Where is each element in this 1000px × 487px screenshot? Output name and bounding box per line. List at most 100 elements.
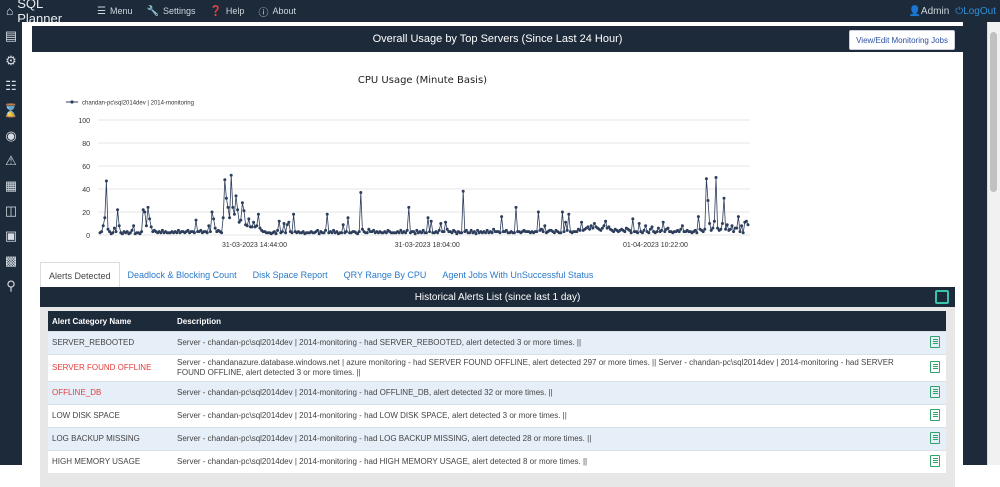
tab-agent-jobs[interactable]: Agent Jobs With UnSuccessful Status	[442, 270, 594, 280]
data-point	[536, 210, 540, 214]
data-point	[332, 228, 336, 232]
hourglass-icon[interactable]: ⌛	[2, 103, 20, 118]
nav-settings-label: Settings	[162, 6, 196, 16]
monitor-eye-icon[interactable]: ◉	[5, 128, 17, 143]
x-tick-label: 01-04-2023 10:22:00	[623, 242, 688, 249]
external-link-icon[interactable]	[935, 290, 949, 304]
view-edit-jobs-button[interactable]: View/Edit Monitoring Jobs	[849, 30, 955, 50]
home-icon: ⌂	[6, 4, 14, 18]
data-point	[149, 225, 153, 229]
top-navbar: ⌂ SQL Planner ☰ Menu 🔧 Settings ❓ Help ⓘ Abo…	[0, 0, 1000, 26]
clipboard-icon[interactable]	[930, 408, 940, 421]
data-point	[301, 230, 305, 234]
data-point	[103, 216, 107, 220]
logout-link[interactable]: ⏻LogOut	[955, 6, 996, 17]
data-point	[317, 232, 321, 236]
data-point	[111, 231, 115, 235]
alerts-title: Historical Alerts List (since last 1 day…	[414, 291, 581, 303]
dashboard-icon[interactable]: ▤	[4, 28, 18, 43]
alert-description: Server - chandan-pc\sql2014dev | 2014-mo…	[173, 427, 924, 451]
data-point	[240, 201, 244, 205]
alert-category: HIGH MEMORY USAGE	[48, 450, 173, 473]
nav-menu[interactable]: ☰ Menu	[97, 6, 132, 17]
clipboard-icon[interactable]	[930, 360, 940, 373]
tab-qry-range-cpu[interactable]: QRY Range By CPU	[343, 270, 427, 280]
data-point	[325, 212, 329, 216]
data-point	[210, 210, 214, 214]
table-row: SERVER_REBOOTED Server - chandan-pc\sql2…	[48, 331, 946, 355]
clipboard-icon[interactable]	[930, 431, 940, 444]
data-point	[405, 228, 409, 232]
page-scrollbar[interactable]	[987, 22, 1000, 465]
admin-user[interactable]: 👤Admin	[908, 6, 949, 17]
data-point	[372, 228, 376, 232]
y-tick-label: 20	[82, 210, 90, 217]
data-point	[444, 220, 448, 224]
nav-about[interactable]: ⓘ About	[258, 4, 296, 19]
data-point	[540, 227, 544, 231]
data-point	[472, 230, 476, 234]
nav-menu-label: Menu	[109, 6, 133, 16]
y-tick-label: 40	[82, 187, 90, 194]
data-point	[719, 227, 723, 231]
data-point	[194, 218, 198, 222]
data-point	[656, 226, 660, 230]
tab-alerts-detected[interactable]: Alerts Detected	[40, 262, 120, 289]
data-point	[640, 231, 644, 235]
data-point	[490, 231, 494, 235]
data-point	[367, 227, 371, 231]
data-point	[116, 208, 120, 212]
report-icon[interactable]: ☷	[5, 78, 17, 93]
data-point	[564, 220, 568, 224]
data-point	[741, 231, 745, 235]
data-point	[712, 219, 716, 223]
data-point	[476, 228, 480, 232]
database-tree-icon[interactable]: ▦	[4, 178, 18, 193]
data-point	[250, 225, 254, 229]
nav-settings[interactable]: 🔧 Settings	[146, 6, 195, 17]
data-point	[560, 210, 564, 214]
data-point	[735, 226, 739, 230]
alert-description: Server - chandan-pc\sql2014dev | 2014-mo…	[173, 450, 924, 473]
tab-disk-space[interactable]: Disk Space Report	[252, 270, 328, 280]
data-point	[722, 196, 726, 200]
usage-header: Overall Usage by Top Servers (Since Last…	[32, 26, 963, 52]
data-point	[256, 212, 260, 216]
clipboard-icon[interactable]	[930, 335, 940, 348]
logout-label: LogOut	[963, 5, 996, 17]
scrollbar-thumb[interactable]	[990, 32, 997, 192]
data-point	[236, 208, 240, 212]
warning-icon[interactable]: ⚠	[5, 153, 17, 168]
data-point	[242, 209, 246, 213]
data-point	[728, 227, 732, 231]
data-point	[650, 225, 654, 229]
data-point	[442, 230, 446, 234]
wrench-icon: 🔧	[146, 5, 159, 17]
data-point	[397, 231, 401, 235]
server-icon[interactable]: ⚙	[5, 53, 17, 68]
data-point	[144, 224, 148, 228]
data-point	[255, 224, 259, 228]
network-icon[interactable]: ▩	[4, 253, 18, 268]
data-point	[114, 230, 118, 234]
data-point	[559, 231, 563, 235]
sidebar: ▤ ⚙ ☷ ⌛ ◉ ⚠ ▦ ◫ ▣ ▩ ⚲	[0, 22, 22, 465]
data-point	[706, 199, 710, 202]
data-point	[365, 231, 369, 235]
data-point	[101, 224, 105, 228]
data-point	[344, 230, 348, 234]
data-point	[228, 216, 232, 220]
data-point	[143, 210, 147, 214]
data-point	[120, 232, 124, 236]
data-point	[413, 232, 417, 236]
search-report-icon[interactable]: ⚲	[6, 278, 16, 293]
data-point	[132, 224, 136, 228]
data-point	[680, 224, 684, 228]
backup-icon[interactable]: ▣	[4, 228, 18, 243]
clipboard-icon[interactable]	[930, 385, 940, 398]
data-point	[701, 230, 705, 234]
database-icon[interactable]: ◫	[4, 203, 18, 218]
tab-deadlock-blocking[interactable]: Deadlock & Blocking Count	[127, 270, 237, 280]
nav-help[interactable]: ❓ Help	[209, 6, 244, 17]
user-icon: 👤	[908, 5, 921, 17]
